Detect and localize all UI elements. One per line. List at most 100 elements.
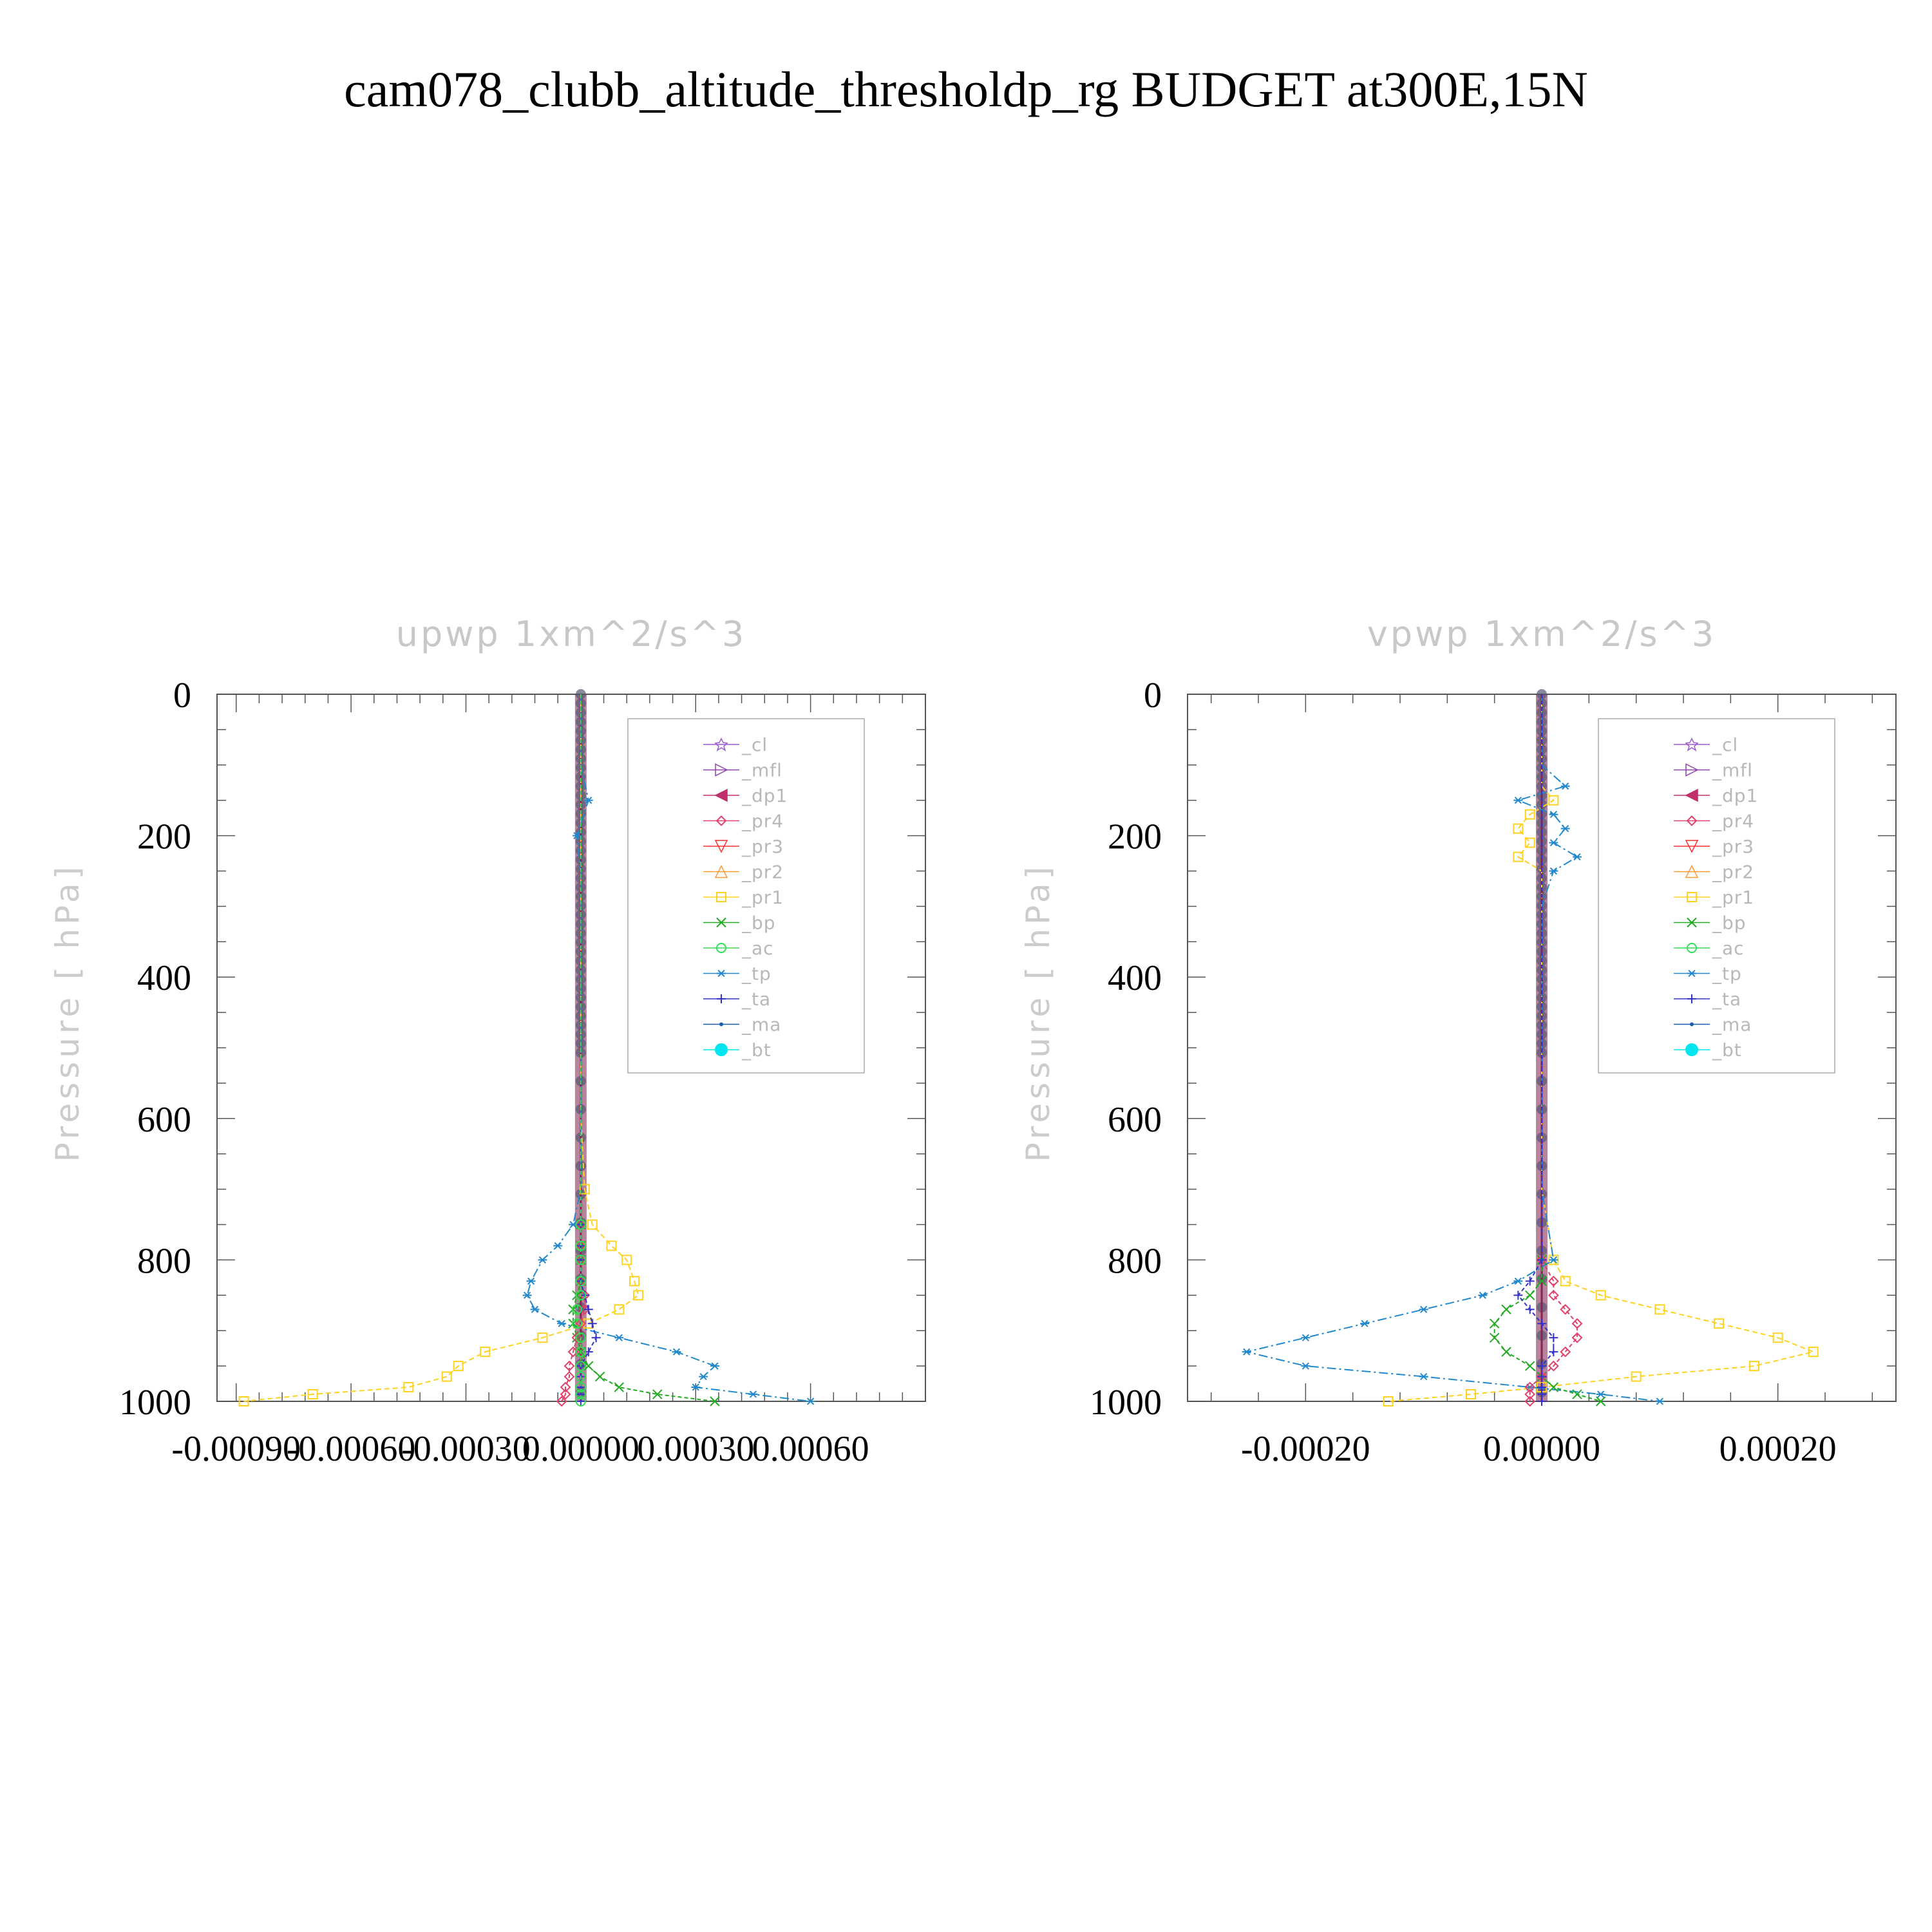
tp-marker xyxy=(1513,797,1523,804)
legend-label: _tp xyxy=(1712,963,1742,985)
legend-label: _pr3 xyxy=(741,836,784,857)
bp-marker-stroke xyxy=(716,917,726,928)
tp-marker-stroke xyxy=(807,1397,815,1405)
tp-marker xyxy=(691,1383,701,1391)
tp-marker xyxy=(1513,1277,1523,1285)
tp-marker-stroke xyxy=(1656,1397,1663,1405)
tp-marker-stroke xyxy=(615,1334,623,1341)
pr1-marker xyxy=(587,1219,598,1230)
tp-marker xyxy=(699,1372,708,1381)
tp-marker xyxy=(1560,782,1570,790)
pr1-marker xyxy=(441,1371,452,1382)
y-axis-label: Pressure [ hPa] xyxy=(1019,863,1057,1162)
pr1-marker xyxy=(579,1184,590,1195)
tp-marker xyxy=(710,1362,719,1370)
pr1-marker xyxy=(238,1396,249,1406)
pr4-marker xyxy=(715,815,727,826)
legend-label: _mfl xyxy=(1712,760,1753,781)
tp-marker xyxy=(1687,969,1696,978)
tp-marker xyxy=(538,1256,547,1264)
legend-label: _pr1 xyxy=(741,887,784,908)
tp-marker-stroke xyxy=(672,1348,681,1356)
bp-marker xyxy=(1501,1304,1511,1314)
tp-marker-stroke xyxy=(573,831,581,840)
tp-marker xyxy=(806,1397,815,1405)
pr4-marker xyxy=(1548,1289,1559,1301)
tp-marker-stroke xyxy=(1562,782,1569,790)
pr1-marker xyxy=(1466,1389,1476,1400)
ta-marker xyxy=(1537,1372,1546,1381)
bp-marker-stroke xyxy=(583,1361,594,1371)
bp-marker xyxy=(1595,1396,1606,1406)
bp-marker xyxy=(1489,1318,1500,1329)
legend-symbol xyxy=(1685,864,1699,878)
ac-marker xyxy=(575,1396,586,1406)
pr1-marker xyxy=(1714,1318,1724,1329)
tp-marker-stroke xyxy=(711,1362,719,1370)
legend-label: _pr2 xyxy=(741,862,784,883)
tp-marker-stroke xyxy=(1573,853,1581,861)
pr1-marker xyxy=(453,1361,464,1372)
bp-marker-stroke xyxy=(1687,917,1697,928)
y-axis-label: Pressure [ hPa] xyxy=(49,863,86,1162)
pr1-marker xyxy=(1631,1371,1642,1382)
ta-marker xyxy=(1537,1255,1546,1265)
panel-upwp: upwp 1xm^2/s^3 0 200 400 600 800 1000 Pressure … xyxy=(49,614,926,1469)
tp-marker xyxy=(572,831,582,840)
x-tick-label: -0.00020 xyxy=(1241,1429,1370,1469)
pr1-marker xyxy=(1513,823,1524,834)
bp-marker xyxy=(1548,1382,1559,1392)
bp-marker-stroke xyxy=(1537,1276,1547,1287)
pr4-marker xyxy=(571,1332,583,1343)
bp-marker-stroke xyxy=(1501,1347,1511,1357)
figure-title: cam078_clubb_altitude_thresholdp_rg BUDG… xyxy=(344,61,1588,117)
pr4-marker xyxy=(1686,815,1698,826)
legend-symbol xyxy=(1690,1022,1694,1027)
pr4-marker xyxy=(560,1388,571,1400)
legend-label: _ta xyxy=(1712,989,1741,1010)
bp-marker-stroke xyxy=(1489,1332,1500,1343)
tp-marker xyxy=(1301,1334,1311,1341)
x-tick-label: 0.00060 xyxy=(752,1429,869,1469)
ta-marker xyxy=(1537,1361,1546,1371)
bp-marker-stroke xyxy=(652,1389,663,1399)
ac-marker xyxy=(575,1371,586,1382)
pr1-marker xyxy=(716,892,726,902)
legend-symbol xyxy=(1685,737,1699,752)
tp-marker xyxy=(1549,1256,1558,1264)
bp-marker xyxy=(710,1396,720,1406)
tp-marker xyxy=(522,1291,532,1299)
ta-marker xyxy=(717,994,726,1003)
y-tick-label: 400 xyxy=(137,958,191,998)
legend-label: _ac xyxy=(741,938,774,959)
y-tick-label: 1000 xyxy=(119,1383,191,1423)
x-tick-label: -0.00030 xyxy=(401,1429,531,1469)
bp-marker-stroke xyxy=(614,1382,625,1392)
bp-marker-stroke xyxy=(1501,1304,1511,1314)
pr1-marker xyxy=(1548,795,1559,806)
tp-marker-stroke xyxy=(558,1320,565,1327)
x-tick-label: 0.00020 xyxy=(1719,1429,1837,1469)
tp-marker xyxy=(1549,838,1558,847)
ac-marker xyxy=(575,1332,586,1343)
ac-marker xyxy=(575,1382,586,1393)
legend-symbol xyxy=(715,1043,728,1056)
bp-marker-stroke xyxy=(1548,1382,1559,1392)
pr4-marker xyxy=(1548,1360,1559,1372)
pr4-marker xyxy=(1571,1318,1583,1329)
pr1-marker xyxy=(1513,851,1524,862)
pr1-marker xyxy=(403,1382,414,1393)
legend-label: _cl xyxy=(1712,734,1738,755)
tp-marker-stroke xyxy=(1243,1348,1251,1356)
tp-marker-stroke xyxy=(717,969,725,978)
legend-label: _ma xyxy=(1712,1014,1752,1036)
ta-marker xyxy=(1513,1291,1523,1300)
series-line-ta xyxy=(1517,694,1555,1401)
bp-marker-stroke xyxy=(568,1304,578,1314)
legend-box xyxy=(1598,718,1835,1074)
bp-marker xyxy=(652,1389,663,1399)
pr4-marker xyxy=(564,1371,575,1382)
ac-marker xyxy=(575,1361,586,1372)
tp-marker-stroke xyxy=(527,1277,535,1285)
tp-marker-stroke xyxy=(1420,1372,1428,1381)
